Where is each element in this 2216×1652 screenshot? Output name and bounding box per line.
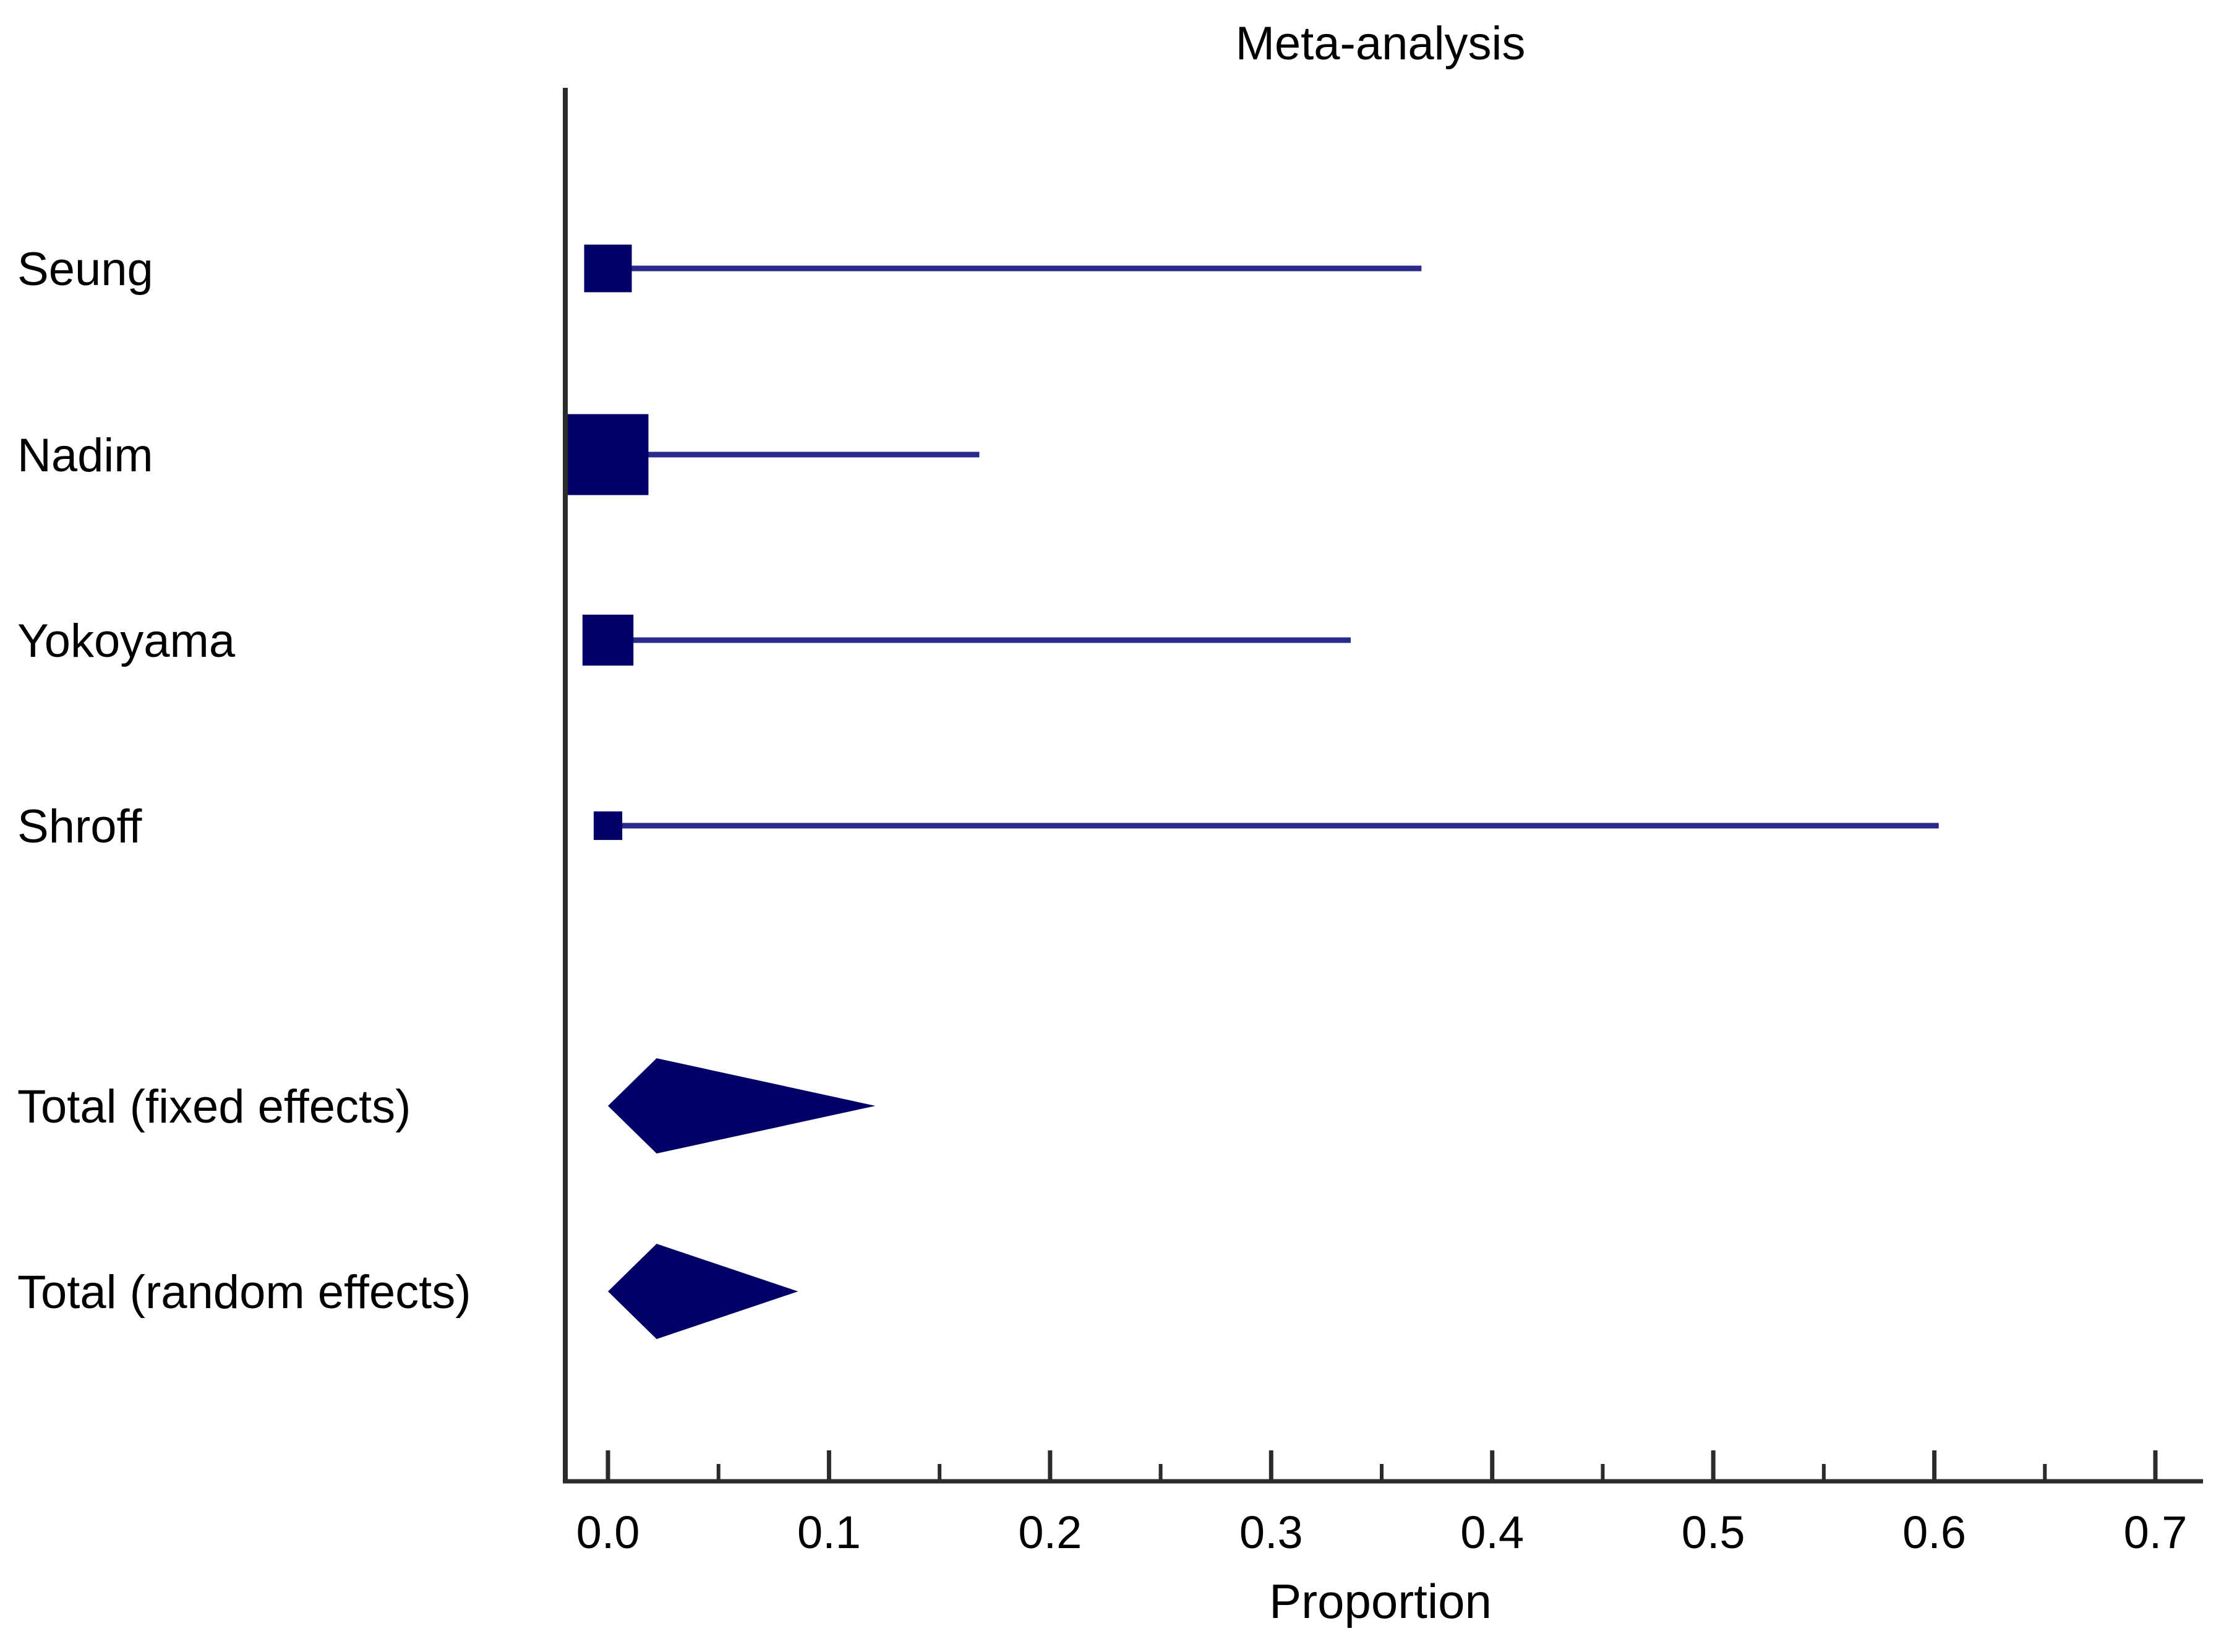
study-label: Shroff: [17, 800, 142, 853]
study-row: Shroff: [17, 800, 1939, 853]
pooled-row: Total (fixed effects): [17, 1058, 876, 1153]
pooled-row: Total (random effects): [17, 1244, 798, 1339]
study-row: Seung: [17, 243, 1422, 296]
tick-label: 0.1: [797, 1507, 861, 1558]
tick-label: 0.5: [1682, 1507, 1745, 1558]
effect-size-box: [582, 614, 634, 666]
tick-label: 0.0: [576, 1507, 640, 1558]
pooled-diamond: [608, 1244, 798, 1339]
pooled-rows: Total (fixed effects) Total (random effec…: [17, 1058, 876, 1339]
tick-label: 0.3: [1239, 1507, 1303, 1558]
effect-size-box: [593, 811, 623, 841]
study-rows: Seung Nadim Yokoyama Shroff: [17, 243, 1939, 853]
study-label: Yokoyama: [17, 615, 236, 667]
study-label: Nadim: [17, 429, 153, 482]
x-axis-ticks: 0.0 0.1 0.2 0.3 0.4 0.5 0.6 0.7: [576, 1450, 2188, 1558]
effect-size-box: [567, 414, 649, 495]
x-axis-label: Proportion: [1269, 1574, 1492, 1628]
tick-label: 0.7: [2124, 1507, 2188, 1558]
study-row: Yokoyama: [17, 614, 1351, 667]
tick-label: 0.6: [1902, 1507, 1966, 1558]
pooled-diamond: [608, 1058, 876, 1153]
pooled-label: Total (fixed effects): [17, 1081, 411, 1133]
pooled-label: Total (random effects): [17, 1266, 471, 1319]
effect-size-box: [584, 244, 632, 293]
study-row: Nadim: [17, 414, 980, 495]
chart-title: Meta-analysis: [1236, 17, 1526, 70]
tick-label: 0.4: [1460, 1507, 1524, 1558]
study-label: Seung: [17, 243, 153, 296]
tick-label: 0.2: [1018, 1507, 1082, 1558]
